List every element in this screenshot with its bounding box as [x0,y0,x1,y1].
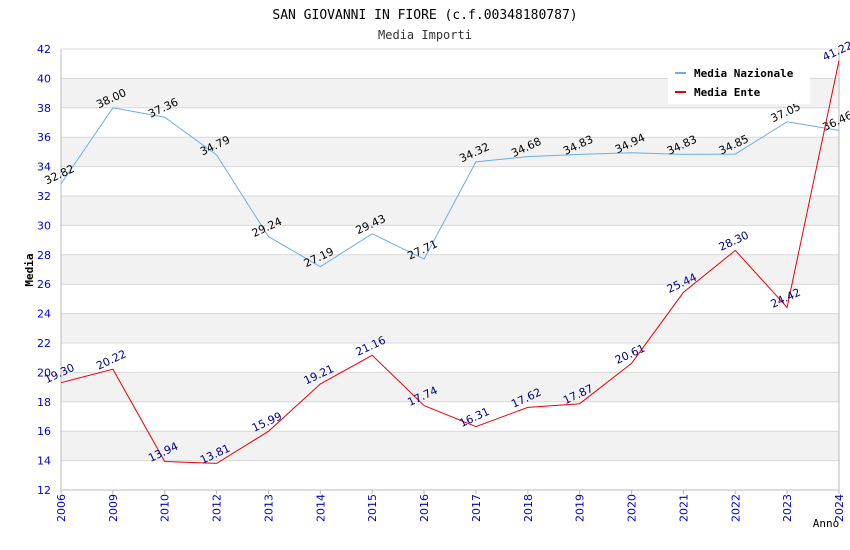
y-tick-label: 26 [37,278,51,291]
x-tick-label: 2020 [626,494,639,522]
y-tick-label: 14 [37,455,51,468]
legend-label: Media Nazionale [694,67,794,80]
x-tick-label: 2023 [781,494,794,522]
x-tick-label: 2009 [107,494,120,522]
y-tick-label: 22 [37,337,51,350]
y-tick-label: 34 [37,161,51,174]
grid-band [61,137,839,167]
data-label: 41.22 [820,39,850,64]
x-tick-label: 2019 [574,494,587,522]
x-tick-label: 2016 [418,494,431,522]
chart-title: SAN GIOVANNI IN FIORE (c.f.00348180787) [272,8,577,23]
y-axis-label: Media [23,253,36,286]
y-tick-label: 12 [37,484,51,497]
x-tick-label: 2012 [211,494,224,522]
y-tick-label: 24 [37,308,51,321]
data-label: 20.22 [94,347,128,372]
y-tick-label: 42 [37,43,51,56]
y-tick-label: 16 [37,425,51,438]
y-tick-label: 40 [37,72,51,85]
data-label: 20.61 [613,342,647,367]
grid-band [61,313,839,343]
series-line-media-ente [60,60,840,464]
y-tick-label: 36 [37,131,51,144]
x-tick-label: 2014 [314,494,327,522]
data-label: 28.30 [717,229,751,254]
grid-band [61,431,839,461]
x-tick-label: 2024 [833,494,846,522]
x-tick-label: 2015 [366,494,379,522]
y-tick-label: 38 [37,102,51,115]
x-tick-label: 2010 [159,494,172,522]
grid-band [61,372,839,402]
x-tick-label: 2021 [677,494,690,522]
legend: Media Nazionale Media Ente [668,60,810,104]
y-tick-label: 30 [37,219,51,232]
x-tick-label: 2006 [55,494,68,522]
x-axis-label: Anno [813,517,840,530]
legend-box [668,60,810,104]
y-tick-label: 28 [37,249,51,262]
x-tick-label: 2022 [729,494,742,522]
x-tick-label: 2017 [470,494,483,522]
data-label: 24.42 [769,286,803,311]
x-tick-label: 2013 [262,494,275,522]
y-tick-label: 20 [37,366,51,379]
x-tick-label: 2018 [522,494,535,522]
y-tick-label: 32 [37,190,51,203]
legend-label: Media Ente [694,86,761,99]
series-line-media-nazionale [60,107,840,268]
y-tick-label: 18 [37,396,51,409]
chart-subtitle: Media Importi [378,28,472,42]
grid-band [61,254,839,285]
